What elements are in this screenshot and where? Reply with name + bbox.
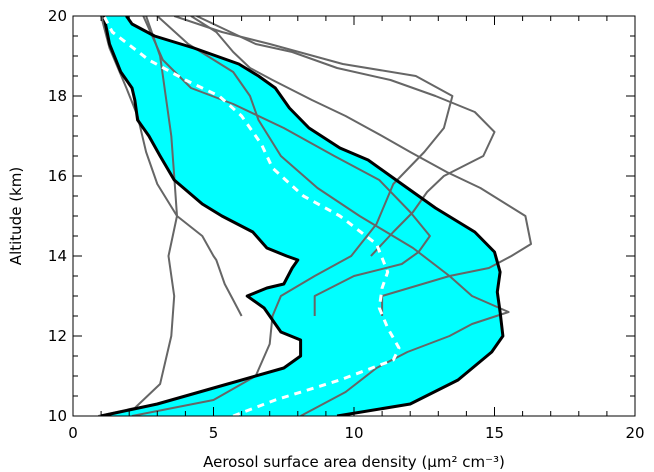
- y-tick-label: 20: [48, 7, 67, 25]
- profile-line-5: [142, 16, 431, 316]
- x-tick-label: 0: [68, 424, 78, 442]
- x-tick-label: 20: [625, 424, 644, 442]
- profile-line-6: [190, 16, 532, 316]
- y-tick-label: 16: [48, 167, 67, 185]
- variability-band: [101, 16, 503, 416]
- x-tick-label: 5: [209, 424, 219, 442]
- profile-line-7: [196, 16, 496, 257]
- y-axis-title: Altitude (km): [7, 167, 25, 265]
- y-tick-label: 18: [48, 87, 67, 105]
- envelope-left: [100, 16, 303, 416]
- y-tick-label: 10: [48, 407, 67, 425]
- x-tick-label: 15: [485, 424, 504, 442]
- y-tick-label: 14: [48, 247, 67, 265]
- profile-line-2: [131, 16, 454, 416]
- profile-line-3: [100, 16, 243, 317]
- y-tick-label: 12: [48, 327, 67, 345]
- x-axis-title: Aerosol surface area density (μm² cm⁻³): [203, 453, 505, 471]
- mean-profile: [102, 16, 401, 416]
- profile-line-4: [156, 16, 510, 416]
- axes: 0 5 10 15 20 10 12 14 16 18 20: [48, 7, 645, 442]
- envelope-right: [125, 16, 505, 416]
- plot-area: [98, 16, 532, 416]
- profile-line-1: [98, 16, 178, 416]
- x-tick-label: 10: [344, 424, 363, 442]
